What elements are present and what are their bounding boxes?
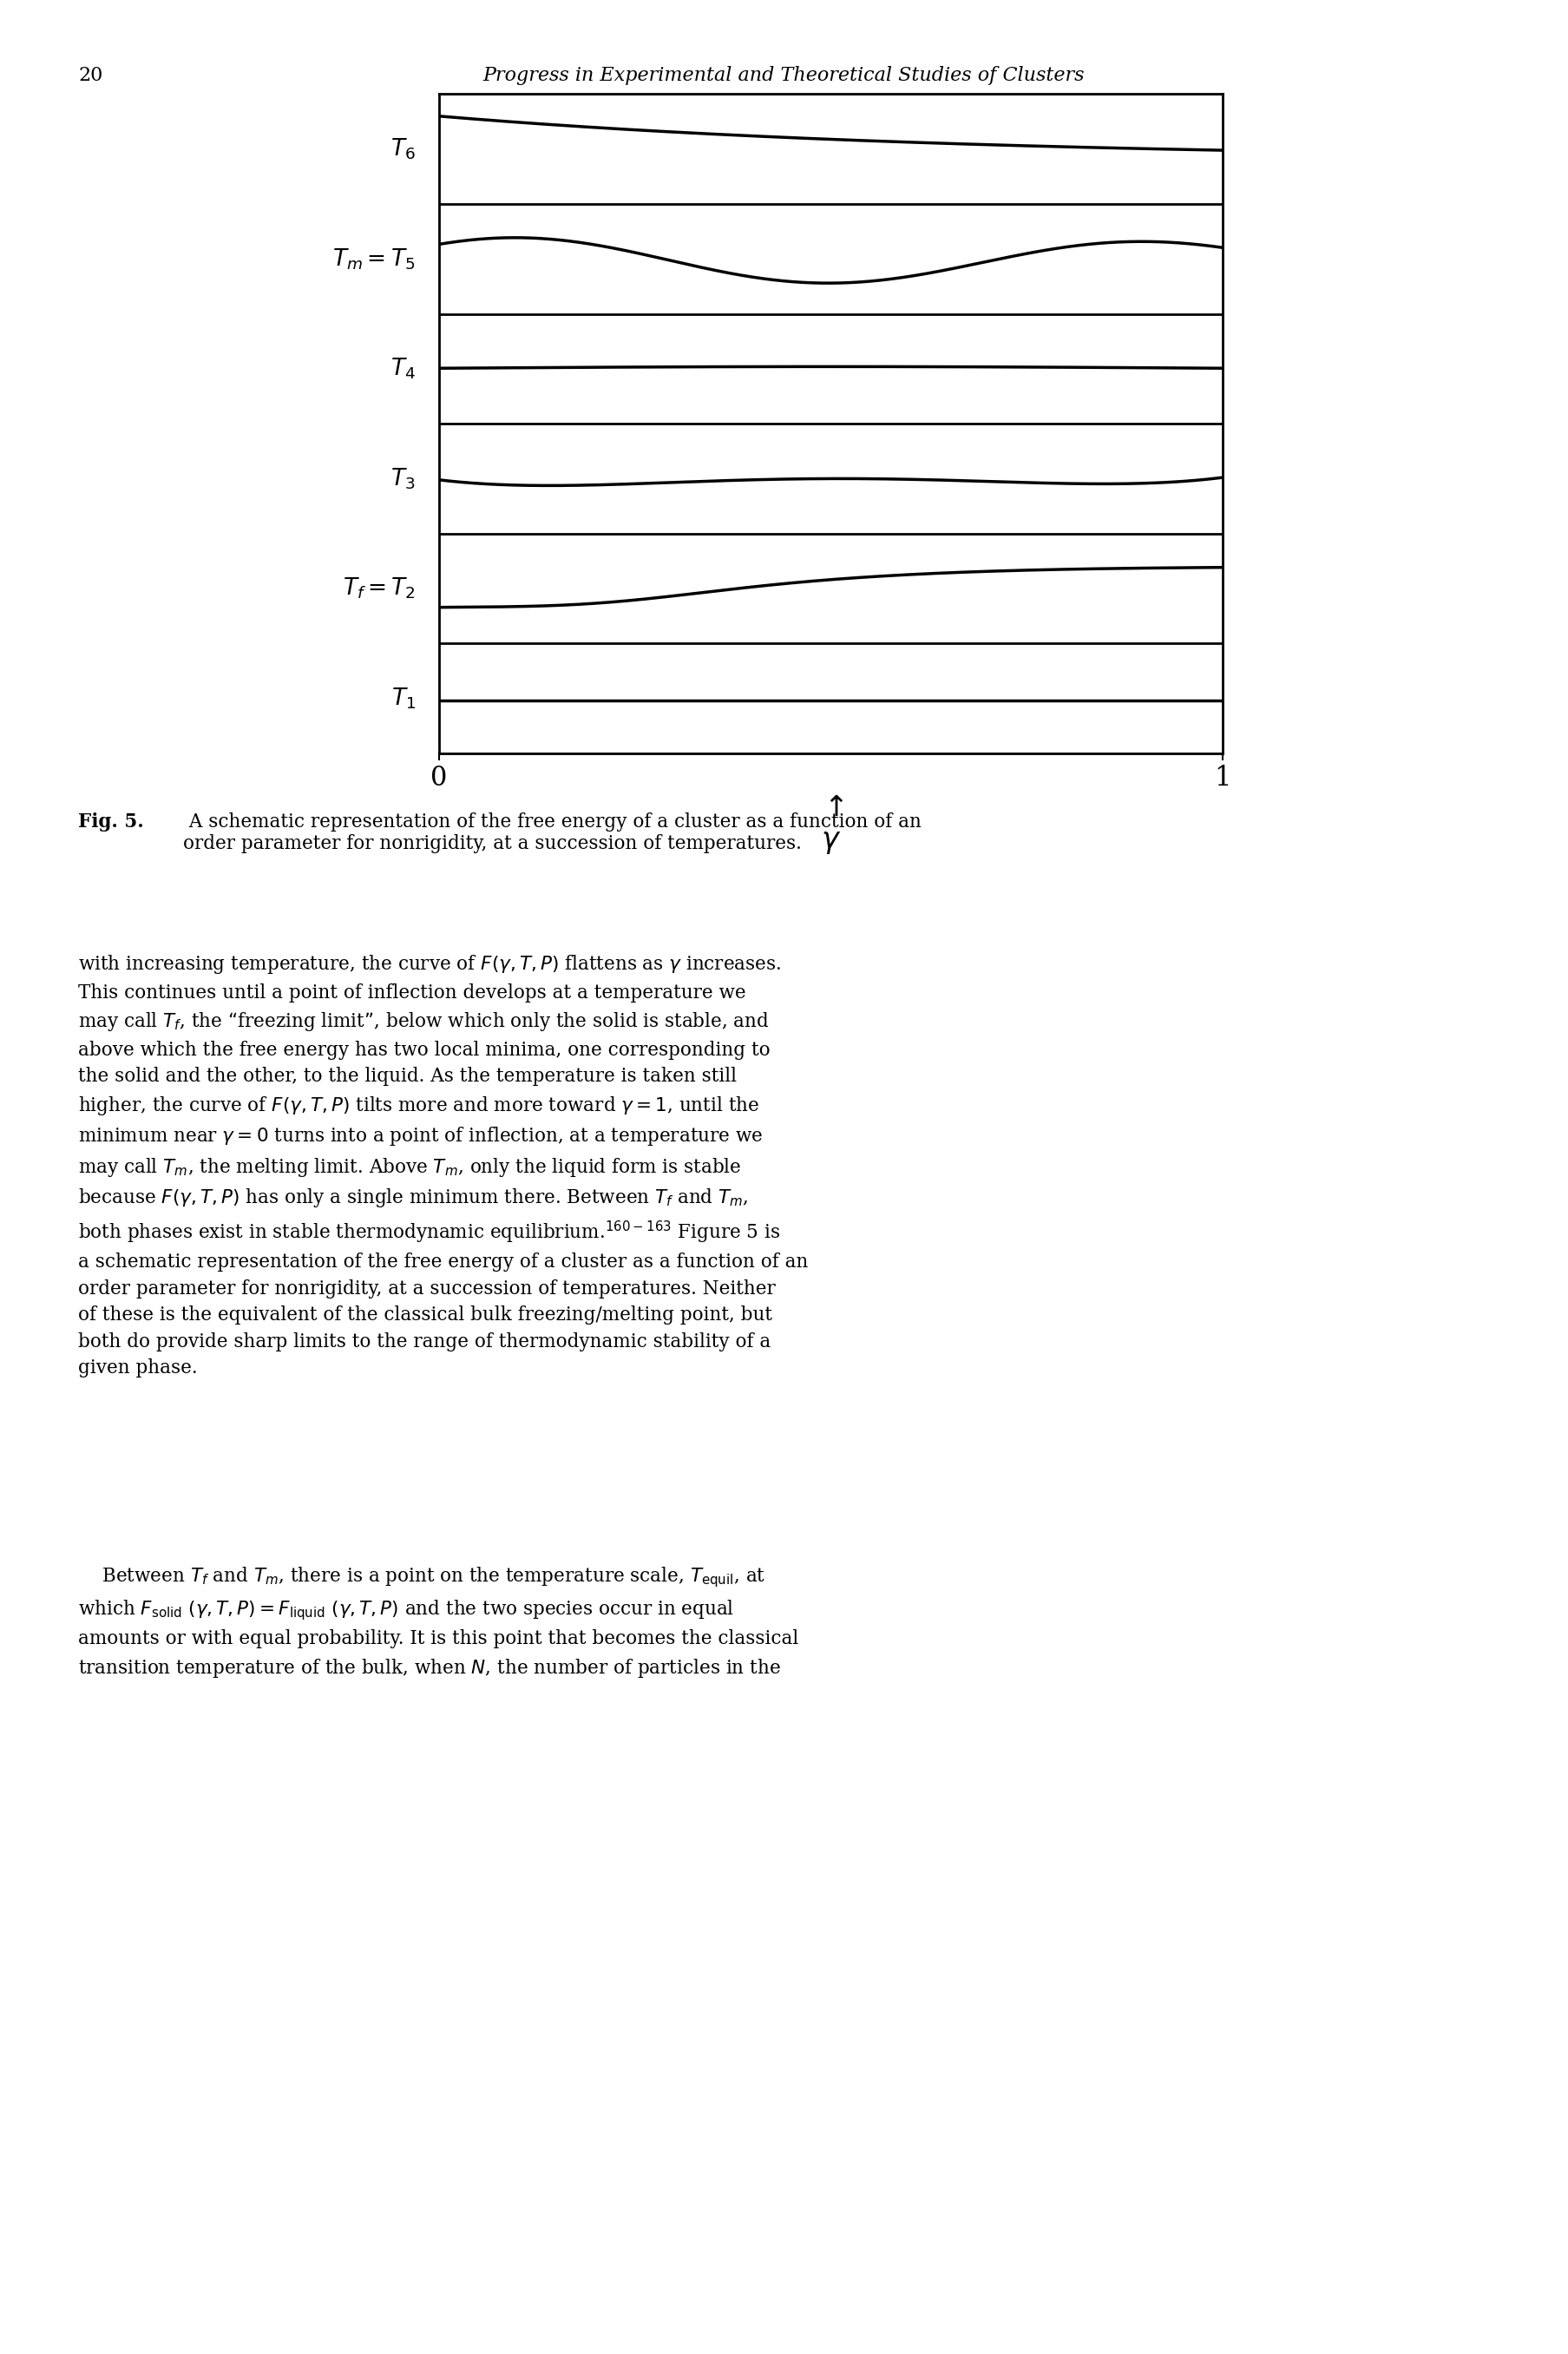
- Text: $T_m = T_5$: $T_m = T_5$: [332, 247, 416, 271]
- X-axis label: $\uparrow$
$\gamma$: $\uparrow$ $\gamma$: [818, 793, 844, 857]
- Text: Fig. 5.: Fig. 5.: [78, 812, 144, 831]
- Text: Between $T_f$ and $T_m$, there is a point on the temperature scale, $T_{\rm equi: Between $T_f$ and $T_m$, there is a poin…: [78, 1565, 798, 1678]
- Text: A schematic representation of the free energy of a cluster as a function of an
o: A schematic representation of the free e…: [183, 812, 922, 852]
- Text: $T_f = T_2$: $T_f = T_2$: [343, 577, 416, 600]
- Text: Progress in Experimental and Theoretical Studies of Clusters: Progress in Experimental and Theoretical…: [483, 66, 1085, 85]
- Text: $T_4$: $T_4$: [390, 355, 416, 381]
- Text: with increasing temperature, the curve of $F(\gamma, T, P)$ flattens as $\gamma$: with increasing temperature, the curve o…: [78, 953, 809, 1377]
- Text: 20: 20: [78, 66, 103, 85]
- Text: $T_3$: $T_3$: [390, 466, 416, 492]
- Text: $T_6$: $T_6$: [390, 137, 416, 162]
- Text: $T_1$: $T_1$: [390, 685, 416, 711]
